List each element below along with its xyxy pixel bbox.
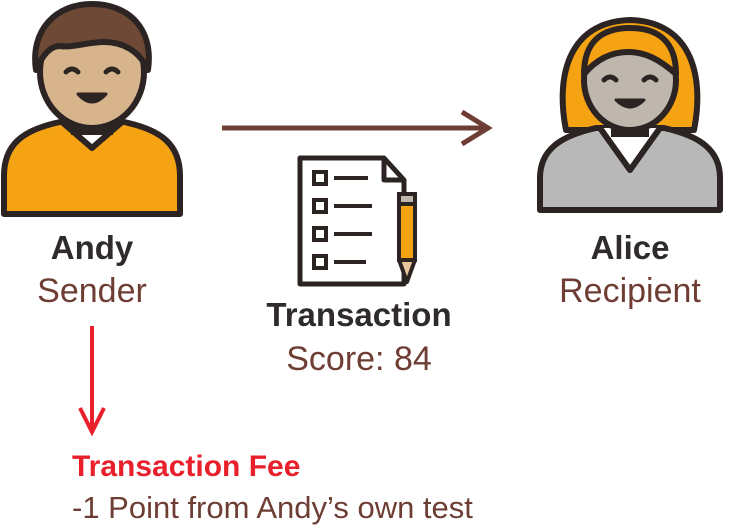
recipient-name: Alice — [590, 229, 670, 266]
fee-description: -1 Point from Andy’s own test — [72, 490, 473, 525]
sender-name: Andy — [50, 229, 134, 266]
pencil-icon — [397, 192, 417, 284]
sender-avatar-icon — [1, 1, 183, 217]
fee-arrow-icon — [78, 326, 106, 437]
transaction-score: Score: 84 — [286, 340, 432, 378]
sender-role: Sender — [37, 272, 147, 310]
checklist-document-icon — [297, 155, 407, 287]
recipient-avatar-icon — [537, 17, 723, 213]
transaction-title: Transaction — [266, 296, 452, 333]
fee-title: Transaction Fee — [72, 450, 301, 483]
recipient-role: Recipient — [559, 272, 701, 310]
transfer-arrow-icon — [222, 109, 493, 147]
